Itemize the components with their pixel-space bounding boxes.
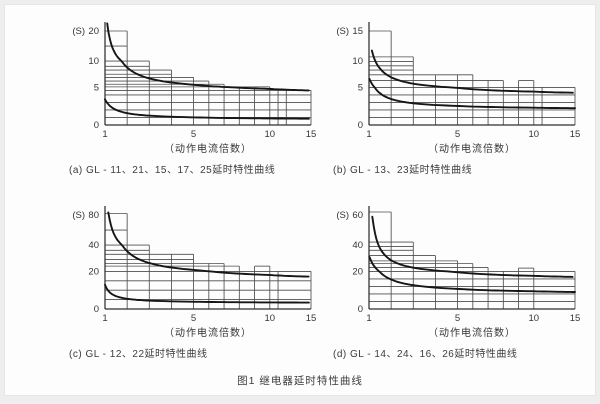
x-axis-label: （动作电流倍数） (164, 142, 252, 155)
x-tick-label: 5 (191, 129, 196, 140)
chart-plot-d: (S) 0 20 40 60 1 5 10 15 （动作电流倍数） (323, 197, 591, 341)
x-tick-label: 1 (366, 129, 371, 140)
chart-block-b: (S) 0 5 10 15 1 5 10 15 （动作电流倍数） (b) GL - 13、23延时… (323, 13, 591, 176)
y-tick-label: 5 (358, 82, 363, 93)
curve-lower-limit (104, 283, 310, 304)
curve-upper-limit (370, 49, 574, 94)
x-tick-label: 5 (191, 313, 196, 324)
tolerance-band-grid (105, 30, 312, 125)
curve-lower-limit (368, 255, 576, 293)
axes (104, 22, 311, 126)
x-tick-label: 10 (265, 129, 276, 140)
curve-upper-limit (106, 22, 310, 92)
y-tick-label: 0 (358, 120, 363, 131)
y-tick-label: 20 (352, 266, 363, 277)
axes (368, 22, 575, 126)
curve-lower-limit (368, 77, 576, 110)
figure-caption: 图1 继电器延时特性曲线 (237, 375, 363, 387)
x-axis-label: （动作电流倍数） (428, 326, 516, 339)
chart-plot-b: (S) 0 5 10 15 1 5 10 15 （动作电流倍数） (323, 13, 591, 157)
y-unit-label: (S) (336, 26, 349, 37)
x-tick-label: 5 (455, 129, 460, 140)
x-tick-label: 15 (570, 129, 581, 140)
curve-upper-limit (371, 215, 574, 278)
y-tick-label: 40 (352, 240, 363, 251)
chart-caption-c: (c) GL - 12、22延时特性曲线 (69, 349, 208, 360)
tolerance-band-grid (105, 213, 312, 309)
y-tick-label: 5 (94, 82, 99, 93)
chart-caption-a: (a) GL - 11、21、15、17、25延时特性曲线 (69, 165, 276, 176)
y-tick-label: 40 (88, 240, 99, 251)
chart-block-c: (S) 0 20 40 80 1 5 10 15 （动作电流倍数） (c) GL - 12、22延… (59, 197, 327, 360)
y-tick-label: 80 (88, 210, 99, 221)
y-tick-label: 10 (88, 56, 99, 67)
x-tick-label: 5 (455, 313, 460, 324)
chart-plot-c: (S) 0 20 40 80 1 5 10 15 （动作电流倍数） (59, 197, 327, 341)
chart-block-a: (S) 0 5 10 20 1 5 10 15 （动作电流倍数） (a) GL - 11、21、1… (59, 13, 327, 176)
chart-caption-d: (d) GL - 14、24、16、26延时特性曲线 (333, 349, 518, 360)
x-tick-label: 1 (102, 129, 107, 140)
y-tick-label: 20 (88, 26, 99, 37)
figure-panel: (S) 0 5 10 20 1 5 10 15 （动作电流倍数） (a) GL - 11、21、1… (4, 4, 596, 396)
y-tick-label: 60 (352, 210, 363, 221)
x-tick-label: 10 (265, 313, 276, 324)
x-tick-label: 15 (306, 129, 317, 140)
y-unit-label: (S) (72, 26, 85, 37)
chart-plot-a: (S) 0 5 10 20 1 5 10 15 （动作电流倍数） (59, 13, 327, 157)
chart-caption-b: (b) GL - 13、23延时特性曲线 (333, 165, 473, 176)
curve-lower-limit (104, 98, 310, 120)
x-tick-label: 1 (366, 313, 371, 324)
chart-block-d: (S) 0 20 40 60 1 5 10 15 （动作电流倍数） (d) GL - 14、24、… (323, 197, 591, 360)
y-tick-label: 20 (88, 266, 99, 277)
y-tick-label: 0 (94, 120, 99, 131)
y-tick-label: 15 (352, 26, 363, 37)
y-unit-label: (S) (72, 210, 85, 221)
y-tick-label: 0 (358, 304, 363, 315)
x-tick-label: 15 (306, 313, 317, 324)
x-axis-label: （动作电流倍数） (428, 142, 516, 155)
curve-upper-limit (107, 211, 310, 278)
axes (104, 206, 311, 310)
x-tick-label: 10 (529, 129, 540, 140)
tolerance-band-grid (369, 211, 576, 309)
y-tick-label: 0 (94, 304, 99, 315)
x-tick-label: 15 (570, 313, 581, 324)
x-tick-label: 1 (102, 313, 107, 324)
tolerance-band-grid (369, 30, 576, 125)
x-tick-label: 10 (529, 313, 540, 324)
y-unit-label: (S) (336, 210, 349, 221)
x-axis-label: （动作电流倍数） (164, 326, 252, 339)
y-tick-label: 10 (352, 56, 363, 67)
